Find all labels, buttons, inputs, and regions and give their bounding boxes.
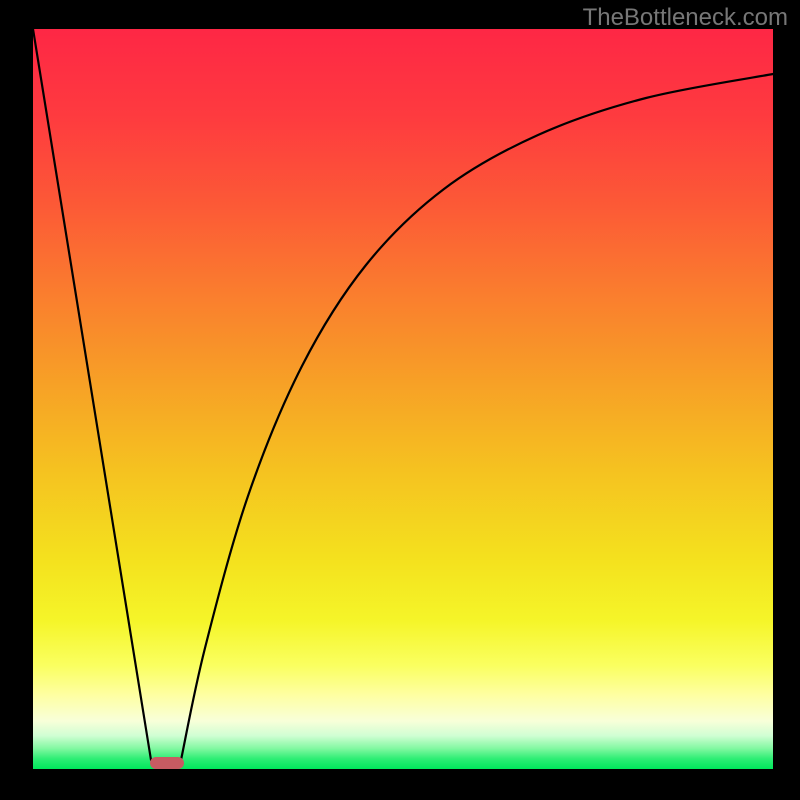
plot-area	[33, 29, 773, 769]
watermark-text: TheBottleneck.com	[583, 4, 788, 32]
bottleneck-chart	[0, 0, 800, 800]
valley-marker	[150, 757, 184, 769]
chart-container: TheBottleneck.com	[0, 0, 800, 800]
